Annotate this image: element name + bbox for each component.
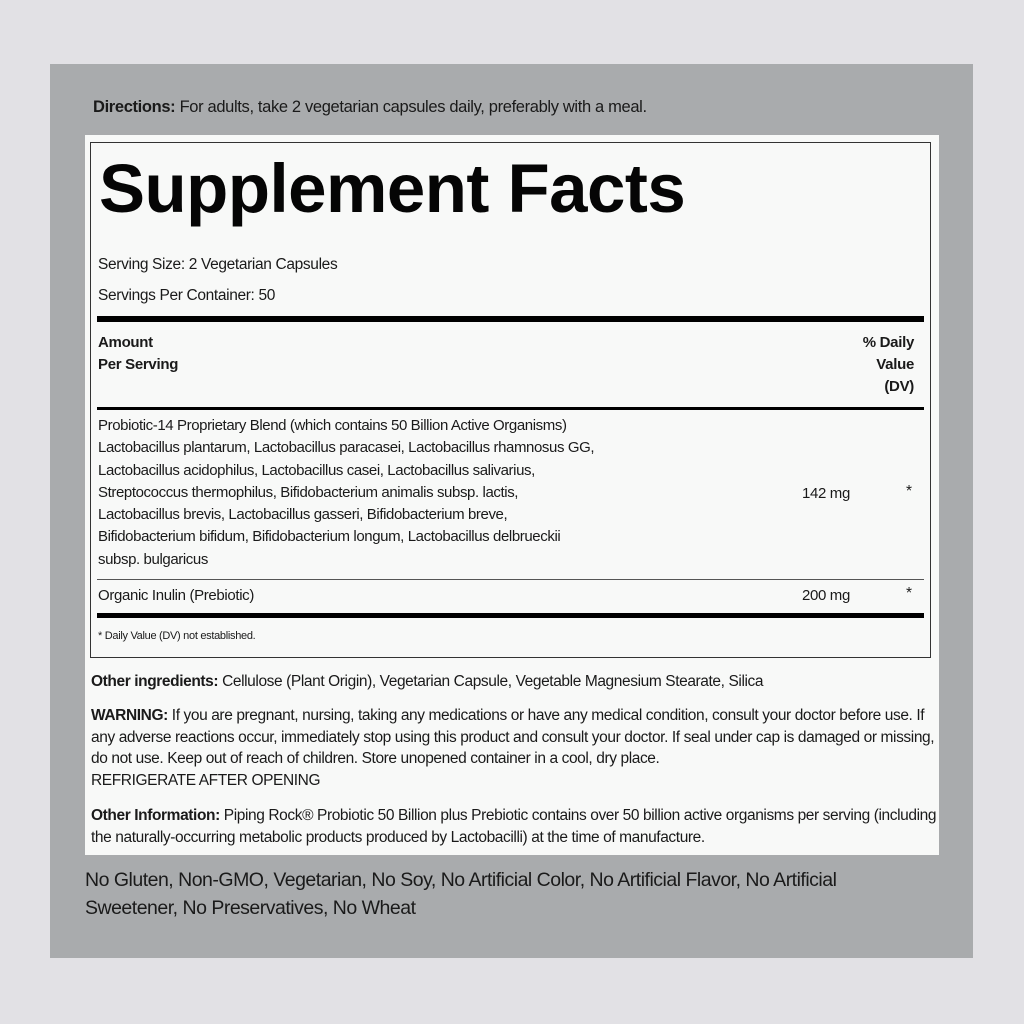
other-ingredients: Other ingredients: Cellulose (Plant Orig… [91,671,941,693]
warning-label: WARNING: [91,707,168,724]
blend-line: Bifidobacterium bifidum, Bifidobacterium… [98,528,561,546]
blend-line: subsp. bulgaricus [98,550,208,568]
directions-text: For adults, take 2 vegetarian capsules d… [179,98,647,116]
dv-header-line: (DV) [884,378,914,395]
warning: WARNING: If you are pregnant, nursing, t… [91,705,941,791]
inulin-amount: 200 mg [802,587,850,604]
thick-divider [97,316,924,322]
dv-footnote: * Daily Value (DV) not established. [98,630,256,642]
blend-line: Lactobacillus acidophilus, Lactobacillus… [98,461,535,479]
blend-amount: 142 mg [802,485,850,502]
facts-title: Supplement Facts [99,150,686,227]
divider [97,407,924,410]
blend-line: Streptococcus thermophilus, Bifidobacter… [98,483,519,501]
amount-header-line: Per Serving [98,356,179,373]
directions-label: Directions: [93,98,176,116]
claims-line: No Gluten, Non-GMO, Vegetarian, No Soy, … [85,869,837,891]
refrigerate-note: REFRIGERATE AFTER OPENING [91,771,321,789]
blend-dv: * [906,483,912,500]
servings-per-container: Servings Per Container: 50 [98,287,275,304]
thin-divider [97,579,924,580]
blend-line: Probiotic-14 Proprietary Blend (which co… [98,417,567,434]
other-information-text: Piping Rock® Probiotic 50 Billion plus P… [91,807,937,846]
supplement-facts-box: Supplement Facts Serving Size: 2 Vegetar… [90,142,931,658]
other-information-label: Other Information: [91,807,220,824]
dv-header: % Daily Value (DV) [862,332,915,398]
other-ingredients-label: Other ingredients: [91,673,219,690]
label-body [85,135,939,855]
amount-header-line: Amount [98,334,153,351]
directions: Directions: For adults, take 2 vegetaria… [93,98,647,117]
blend-line: Lactobacillus plantarum, Lactobacillus p… [98,439,595,457]
blend-line: Lactobacillus brevis, Lactobacillus gass… [98,506,508,524]
inulin-name: Organic Inulin (Prebiotic) [98,587,254,604]
other-information: Other Information: Piping Rock® Probioti… [91,805,941,848]
blend-ingredients: Probiotic-14 Proprietary Blend (which co… [98,415,595,571]
amount-header: Amount Per Serving [98,332,178,376]
inulin-dv: * [906,585,912,602]
dv-header-line: Value [876,356,914,373]
other-ingredients-text: Cellulose (Plant Origin), Vegetarian Cap… [222,673,764,690]
dv-header-line: % Daily [862,334,915,351]
warning-text: If you are pregnant, nursing, taking any… [91,707,935,767]
thick-divider [97,613,924,618]
claims-line: Sweetener, No Preservatives, No Wheat [85,897,416,919]
serving-size: Serving Size: 2 Vegetarian Capsules [98,256,338,273]
free-from-claims: No Gluten, Non-GMO, Vegetarian, No Soy, … [85,866,837,922]
